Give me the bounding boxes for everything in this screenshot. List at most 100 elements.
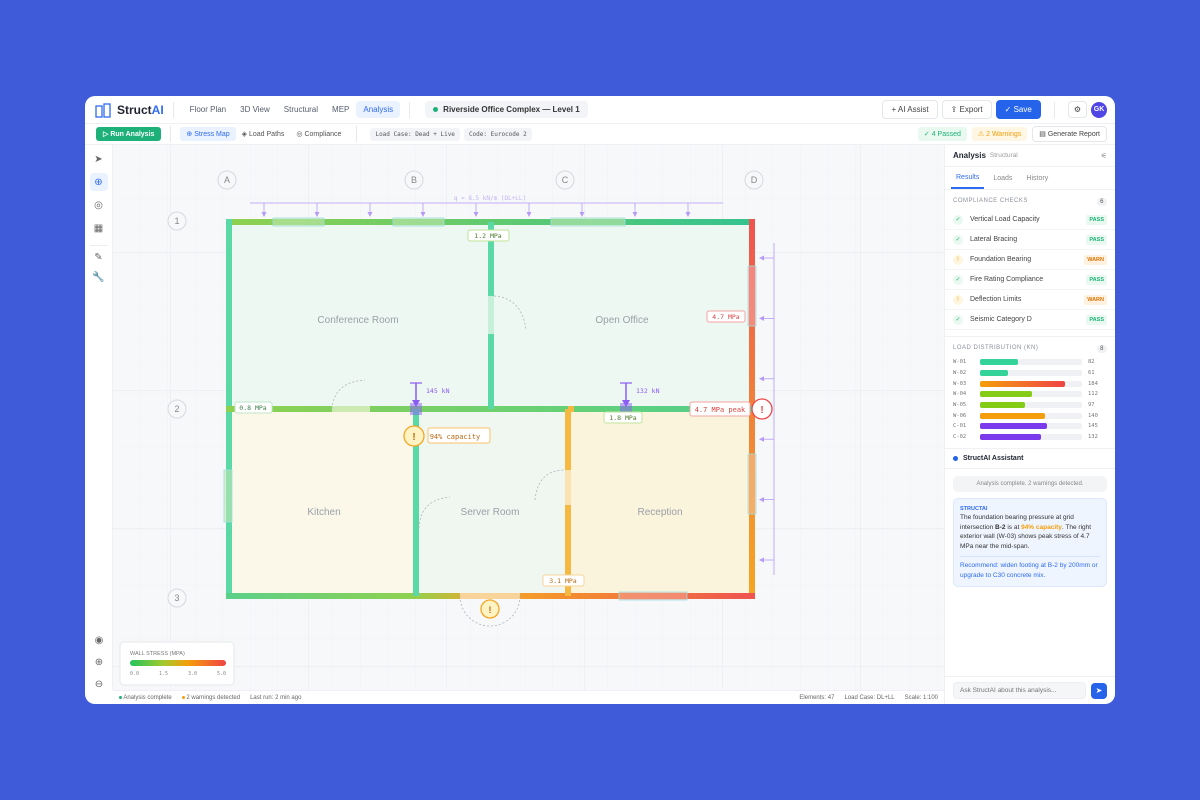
system-message: Analysis complete. 2 warnings detected. [953, 475, 1107, 492]
chat-input[interactable] [953, 682, 1086, 699]
ai-sender: STRUCTAI [960, 505, 988, 512]
svg-text:3.1 MPa: 3.1 MPa [549, 577, 576, 585]
legend-title: WALL STRESS (MPA) [130, 651, 185, 657]
load-bar-row: W-03 184 [945, 378, 1115, 389]
grid-bubbles: A B C D 1 2 3 [167, 170, 764, 608]
status-elements: Elements: 47 [799, 694, 835, 701]
save-label: Save [1013, 105, 1032, 114]
warning-markers[interactable]: ! ! ! [403, 398, 773, 619]
project-selector[interactable]: Riverside Office Complex — Level 1 [425, 101, 588, 118]
room-label-conference: Conference Room [317, 315, 398, 326]
globe-icon: ⊕ [186, 131, 193, 138]
passed-label: 4 Passed [931, 131, 961, 138]
eye-icon[interactable]: ◉ [94, 634, 104, 646]
tab-loads[interactable]: Loads [993, 174, 1013, 182]
windows [223, 217, 757, 601]
floor-plan-canvas[interactable]: A B C D 1 2 3 Conference Room Open Offic… [113, 145, 944, 690]
warnings-label: 2 Warnings [986, 131, 1022, 138]
nav-floor-plan[interactable]: Floor Plan [189, 105, 227, 114]
compliance-check[interactable]: ✓ Lateral Bracing PASS [945, 230, 1115, 250]
status-last-run: Last run: 2 min ago [250, 694, 302, 701]
status-bar: Analysis complete 2 warnings detected La… [113, 690, 944, 704]
save-button[interactable]: ✓ Save [995, 100, 1041, 119]
nav-structural[interactable]: Structural [283, 105, 319, 114]
room-label-kitchen: Kitchen [307, 507, 340, 518]
grid-col-c: C [555, 170, 575, 190]
load-id: W-01 [953, 359, 967, 366]
compliance-check[interactable]: ! Deflection Limits WARN [945, 290, 1115, 310]
check-name: Vertical Load Capacity [970, 216, 1040, 223]
load-bar-track [980, 434, 1082, 441]
svg-text:3: 3 [174, 593, 179, 603]
check-name: Foundation Bearing [970, 256, 1032, 263]
load-bar-fill [980, 370, 1009, 377]
stress-tool-icon[interactable]: ⊕ [89, 173, 108, 191]
nav-mep[interactable]: MEP [332, 105, 350, 114]
stress-map-tab[interactable]: ⊕ Stress Map [180, 127, 236, 141]
send-button[interactable]: ➤ [1091, 682, 1107, 699]
udl-label: q = 8.5 kN/m (DL+LL) [454, 195, 526, 202]
ai-assist-button[interactable]: + AI Assist [882, 100, 938, 119]
divider [172, 101, 174, 118]
compliance-check[interactable]: ! Foundation Bearing WARN [945, 250, 1115, 270]
check-tool-icon[interactable]: ◎ [94, 199, 103, 211]
check-icon: ✓ [953, 314, 963, 325]
stress-label-peak: 4.7 MPa peak [689, 401, 751, 417]
compliance-check[interactable]: ✓ Seismic Category D PASS [945, 310, 1115, 330]
svg-text:1.2 MPa: 1.2 MPa [474, 232, 501, 240]
load-value: 132 [1088, 434, 1098, 441]
tab-results[interactable]: Results [951, 168, 985, 189]
svg-text:2: 2 [174, 404, 179, 414]
wrench-icon[interactable]: 🔧 [92, 271, 105, 283]
room-reception [568, 409, 752, 596]
tab-history[interactable]: History [1026, 174, 1049, 182]
svg-text:0.8 MPa: 0.8 MPa [239, 404, 266, 412]
stress-label-bottom: 3.1 MPa [542, 574, 585, 587]
nav-3d-view[interactable]: 3D View [240, 105, 270, 114]
door-gap [488, 296, 494, 334]
load-case-chip[interactable]: Load Case: Dead + Live [370, 127, 460, 141]
entrance-door [460, 593, 520, 599]
zoom-out-icon[interactable]: ⊖ [94, 678, 104, 690]
point-load-1: 145 kN [410, 382, 450, 415]
stress-labels[interactable]: 1.2 MPa 4.7 MPa 0.8 MPa 1.8 MPa 4.7 MPa … [234, 229, 751, 587]
warning-icon: ! [480, 599, 500, 619]
load-paths-tab[interactable]: ◈ Load Paths [236, 127, 291, 141]
logo[interactable]: StructAI [95, 102, 164, 118]
settings-button[interactable]: ⚙ [1067, 101, 1087, 118]
status-badge: PASS [1086, 234, 1107, 245]
pencil-icon[interactable]: ✎ [89, 245, 108, 263]
avatar[interactable]: GK [1091, 101, 1107, 118]
legend-tick: 3.0 [188, 671, 197, 677]
code-chip[interactable]: Code: Eurocode 2 [463, 127, 532, 141]
load-id: C-02 [953, 434, 967, 441]
compliance-check[interactable]: ✓ Fire Rating Compliance PASS [945, 270, 1115, 290]
compliance-check[interactable]: ✓ Vertical Load Capacity PASS [945, 210, 1115, 230]
wall-b-lower [413, 409, 419, 596]
select-tool-icon[interactable]: ➤ [94, 153, 103, 165]
gear-icon: ⚙ [1073, 105, 1081, 114]
zoom-in-icon[interactable]: ⊕ [94, 656, 104, 668]
compliance-count: 6 [1097, 198, 1107, 206]
load-bar-row: C-02 132 [945, 432, 1115, 443]
building-icon [95, 102, 111, 118]
run-analysis-button[interactable]: ▷ Run Analysis [96, 127, 162, 141]
analysis-panel: Analysis Structural ⚟ Results Loads History … [944, 145, 1115, 704]
check-icon: ✓ [953, 214, 963, 225]
export-button[interactable]: ⇪ Export [941, 100, 992, 119]
stress-label-mid: 1.8 MPa [603, 411, 643, 424]
lateral-load [759, 243, 775, 575]
svg-text:1: 1 [174, 216, 179, 226]
compliance-tab[interactable]: ◎ Compliance [290, 127, 347, 141]
warning-icon: ! [953, 254, 963, 265]
load-bar-track [980, 391, 1082, 398]
load-bar-track [980, 402, 1082, 409]
generate-report-button[interactable]: ▤ Generate Report [1032, 126, 1107, 142]
layout-tool-icon[interactable]: ▦ [93, 222, 104, 234]
sliders-icon[interactable]: ⚟ [1100, 152, 1107, 160]
capacity-label: 94% capacity [427, 427, 491, 444]
floor-plan-svg[interactable]: A B C D 1 2 3 Conference Room Open Offic… [113, 145, 944, 690]
tool-sidebar: ➤ ⊕ ◎ ▦ ✎ 🔧 ◉ ⊕ ⊖ [85, 145, 113, 690]
load-bar-fill [980, 434, 1042, 441]
nav-analysis[interactable]: Analysis [356, 101, 401, 118]
